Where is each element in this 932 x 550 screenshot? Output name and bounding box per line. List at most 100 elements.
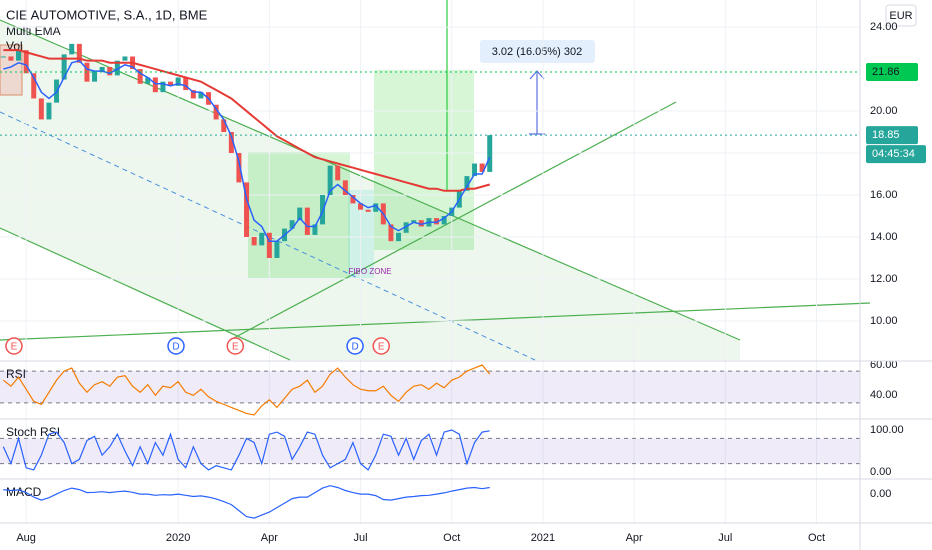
pane-title: RSI [6, 367, 26, 381]
candle [403, 222, 409, 233]
candle [114, 60, 120, 76]
candle [69, 43, 75, 55]
event-marker [346, 337, 364, 355]
candle [312, 224, 318, 235]
y-tick-label: 12.00 [870, 273, 898, 285]
box [374, 70, 474, 250]
y-tick-label: 0.00 [870, 488, 891, 500]
candle [221, 119, 227, 133]
countdown-box [866, 145, 926, 164]
x-tick-label: Apr [261, 532, 278, 544]
event-label: E [232, 342, 239, 353]
arrow-head [529, 70, 545, 80]
candle [190, 90, 196, 99]
measure-label: 3.02 (16.05%) 302 [492, 46, 583, 58]
price-label: 18.85 [872, 129, 900, 141]
event-label: E [378, 342, 385, 353]
trend-line [0, 227, 291, 361]
measure-box [480, 40, 595, 63]
candle [99, 66, 105, 72]
candle [441, 216, 447, 225]
currency-button[interactable] [885, 4, 917, 27]
y-tick-label: 60.00 [870, 359, 898, 371]
candle [358, 203, 364, 210]
candle [76, 43, 82, 63]
candle [183, 77, 189, 91]
zone-label: FIBO ZONE [348, 267, 391, 276]
candle [297, 207, 303, 221]
candle [342, 180, 348, 196]
x-tick-label: Oct [443, 532, 460, 544]
candle [464, 176, 470, 191]
candle [228, 132, 234, 154]
candle [145, 77, 151, 84]
candle [418, 220, 424, 227]
event-label: E [11, 342, 18, 353]
candle [335, 165, 341, 181]
chart-title: CIE AUTOMOTIVE, S.A., 1D, BME [6, 7, 208, 22]
candle [236, 153, 242, 183]
event-marker [167, 337, 185, 355]
candle [350, 195, 356, 204]
candle [479, 163, 485, 172]
candle [434, 218, 440, 225]
y-tick-label: 20.00 [870, 105, 898, 117]
candle [198, 92, 204, 99]
candle [304, 207, 310, 235]
candle [251, 236, 257, 246]
candle [107, 66, 113, 76]
candle [289, 220, 295, 229]
x-tick-label: Apr [626, 532, 643, 544]
candle [61, 54, 67, 80]
x-tick-label: Aug [16, 532, 36, 544]
candle [175, 77, 181, 86]
countdown: 04:45:34 [872, 148, 915, 160]
candle [213, 104, 219, 120]
line [3, 485, 490, 519]
candle [373, 203, 379, 212]
channel-fill [0, 20, 740, 360]
pane-title: Stoch RSI [6, 425, 60, 439]
candle [46, 102, 52, 120]
y-tick-label: 10.00 [870, 315, 898, 327]
candle [122, 56, 128, 61]
trend-line [0, 19, 741, 341]
band-fill [0, 371, 860, 403]
candle [487, 135, 493, 172]
candle [244, 182, 250, 237]
x-tick-label: Oct [808, 532, 825, 544]
line [3, 59, 491, 242]
candle [365, 209, 371, 212]
x-tick-label: 2021 [531, 532, 555, 544]
candle [160, 81, 166, 93]
drawings [0, 0, 871, 361]
candle [8, 56, 14, 61]
candle [266, 232, 272, 258]
candle [152, 77, 158, 93]
candle [0, 56, 6, 58]
event-marker [5, 337, 23, 355]
line [2, 364, 491, 416]
y-tick-label: 24.00 [870, 21, 898, 33]
y-tick-label: 0.00 [870, 466, 891, 478]
event-label: D [351, 342, 358, 353]
band-fill [0, 438, 860, 464]
candle [23, 50, 29, 74]
candle [396, 232, 402, 242]
x-tick-label: Jul [354, 532, 368, 544]
candle [327, 165, 333, 196]
candle [16, 50, 22, 61]
candle [274, 241, 280, 258]
event-marker [372, 337, 390, 355]
line [2, 429, 490, 471]
x-tick-label: 2020 [166, 532, 190, 544]
price-label: 21.86 [872, 66, 900, 78]
line [3, 49, 491, 192]
candle [411, 220, 417, 223]
candle [388, 224, 394, 242]
candle [472, 163, 478, 177]
y-tick-label: 14.00 [870, 231, 898, 243]
candle [92, 71, 98, 82]
y-tick-label: 16.00 [870, 189, 898, 201]
currency-label[interactable]: EUR [889, 10, 912, 22]
